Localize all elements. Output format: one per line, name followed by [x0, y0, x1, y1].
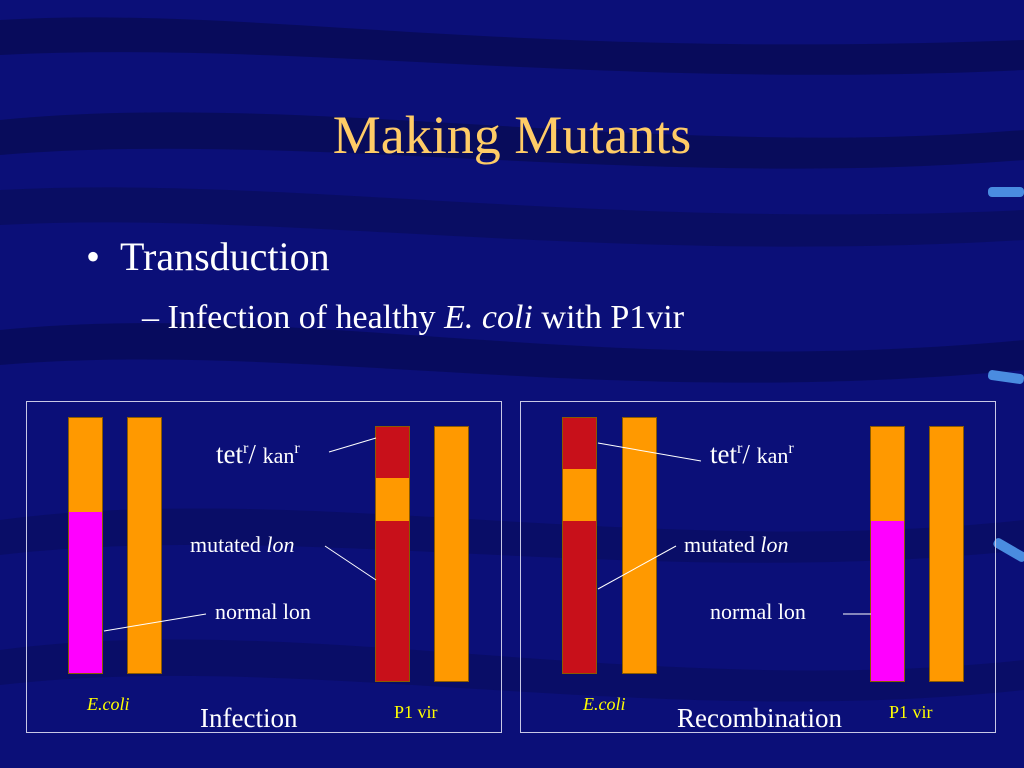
sub-bullet-dash: – — [142, 299, 168, 336]
p1-chromosome-1 — [375, 426, 410, 682]
infection-panel — [26, 401, 502, 733]
label-normal-lon-left: normal lon — [215, 599, 311, 624]
caption-infection: Infection — [200, 703, 298, 733]
label-normal-lon-right: normal lon — [710, 599, 806, 624]
recomb-p1-orange-segment — [871, 427, 904, 521]
label-tet-kan-right: tetr/ kanr — [710, 438, 794, 472]
tet-kan-segment — [376, 427, 409, 478]
label-ecoli-right: E.coli — [583, 694, 626, 714]
bullet-text: Transduction — [120, 234, 330, 279]
recomb-normal-lon-segment — [871, 521, 904, 681]
tet-superscript: r — [737, 439, 743, 457]
ecoli-chromosome-1 — [68, 417, 103, 674]
tet-superscript: r — [243, 439, 249, 457]
decorative-stripe — [988, 187, 1024, 197]
bullet-dot: • — [86, 234, 121, 279]
sub-bullet-infection: – Infection of healthy E. coli with P1vi… — [142, 296, 684, 340]
label-mutated-lon-right: mutated lon — [684, 531, 789, 559]
recomb-p1-chromosome-1 — [870, 426, 905, 682]
lon-italic-text: lon — [266, 532, 295, 557]
caption-recombination: Recombination — [677, 703, 842, 733]
kan-superscript: r — [788, 439, 794, 457]
sub-bullet-tail: with P1vir — [532, 299, 685, 336]
kan-text: kan — [262, 443, 295, 468]
p1-chromosome-2 — [434, 426, 469, 682]
label-tet-kan-left: tetr/ kanr — [216, 438, 300, 472]
mutated-text: mutated — [684, 532, 761, 557]
recomb-tet-kan-segment — [563, 418, 596, 469]
sub-bullet-text: Infection of healthy — [167, 299, 445, 336]
ecoli-chromosome-2 — [127, 417, 162, 674]
mutated-text: mutated — [190, 532, 267, 557]
ecoli-normal-lon-segment — [69, 512, 102, 673]
sub-bullet-italic: E. coli — [444, 299, 533, 336]
ecoli-orange-segment — [69, 418, 102, 512]
recomb-ecoli-chromosome-1 — [562, 417, 597, 674]
label-mutated-lon-left: mutated lon — [190, 531, 295, 559]
label-p1vir-left: P1 vir — [394, 702, 438, 722]
recombination-panel — [520, 401, 996, 733]
lon-italic-text: lon — [760, 532, 789, 557]
tet-text: tet — [216, 439, 243, 469]
recomb-ecoli-chromosome-2 — [622, 417, 657, 674]
recomb-mutated-lon-segment — [563, 521, 596, 673]
slash-text: / — [248, 439, 263, 469]
slide-title: Making Mutants — [332, 105, 692, 165]
label-p1vir-right: P1 vir — [889, 702, 933, 722]
label-ecoli-left: E.coli — [87, 694, 130, 714]
mutated-lon-segment — [376, 521, 409, 681]
recomb-p1-chromosome-2 — [929, 426, 964, 682]
recomb-orange-segment — [563, 469, 596, 521]
bullet-transduction: • Transduction — [86, 232, 330, 282]
kan-superscript: r — [294, 439, 300, 457]
p1-orange-segment — [376, 478, 409, 521]
kan-text: kan — [756, 443, 789, 468]
tet-text: tet — [710, 439, 737, 469]
slash-text: / — [742, 439, 757, 469]
